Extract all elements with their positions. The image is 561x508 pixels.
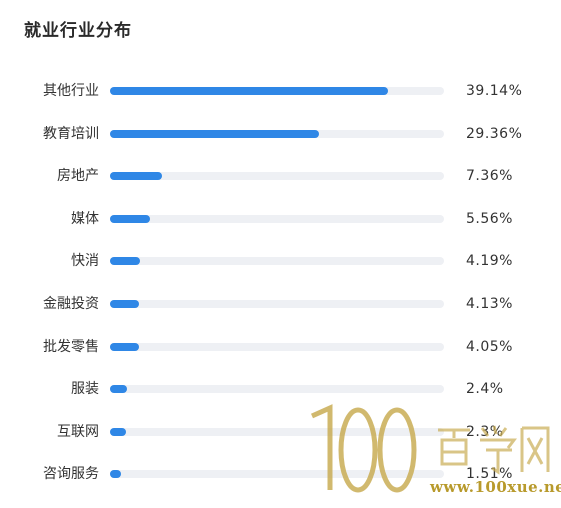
value-label: 2.3% [466,424,504,440]
value-label: 4.13% [466,296,513,312]
bar-row: 互联网 2.3% [0,417,561,447]
value-label: 2.4% [466,381,504,397]
category-label: 服装 [71,381,99,397]
bar-row: 媒体 5.56% [0,204,561,234]
bar-row: 教育培训 29.36% [0,119,561,149]
bar [110,130,319,138]
bar [110,257,140,265]
bar-track [110,87,444,95]
bar-row: 快消 4.19% [0,246,561,276]
bar [110,215,150,223]
category-label: 房地产 [57,168,99,184]
category-label: 其他行业 [43,83,99,99]
category-label: 快消 [71,253,99,269]
bar-row: 其他行业 39.14% [0,76,561,106]
value-label: 7.36% [466,168,513,184]
category-label: 互联网 [57,424,99,440]
category-label: 批发零售 [43,339,99,355]
bar-track [110,470,444,478]
bar-row: 批发零售 4.05% [0,332,561,362]
category-label: 媒体 [71,211,99,227]
bar [110,87,388,95]
bar-track [110,385,444,393]
bar [110,470,121,478]
value-label: 4.05% [466,339,513,355]
bar-track [110,130,444,138]
bar-track [110,215,444,223]
bar-row: 服装 2.4% [0,374,561,404]
bar [110,428,126,436]
bar [110,385,127,393]
bar [110,172,162,180]
value-label: 5.56% [466,211,513,227]
bar [110,300,139,308]
bar-track [110,172,444,180]
chart-title: 就业行业分布 [24,21,132,41]
category-label: 教育培训 [43,126,99,142]
value-label: 29.36% [466,126,523,142]
bar-track [110,343,444,351]
bar-track [110,428,444,436]
bar [110,343,139,351]
value-label: 4.19% [466,253,513,269]
bar-track [110,257,444,265]
watermark-url: www.100xue.net [430,478,561,496]
bar-track [110,300,444,308]
value-label: 39.14% [466,83,523,99]
category-label: 咨询服务 [43,466,99,482]
category-label: 金融投资 [43,296,99,312]
bar-row: 房地产 7.36% [0,161,561,191]
bar-row: 金融投资 4.13% [0,289,561,319]
